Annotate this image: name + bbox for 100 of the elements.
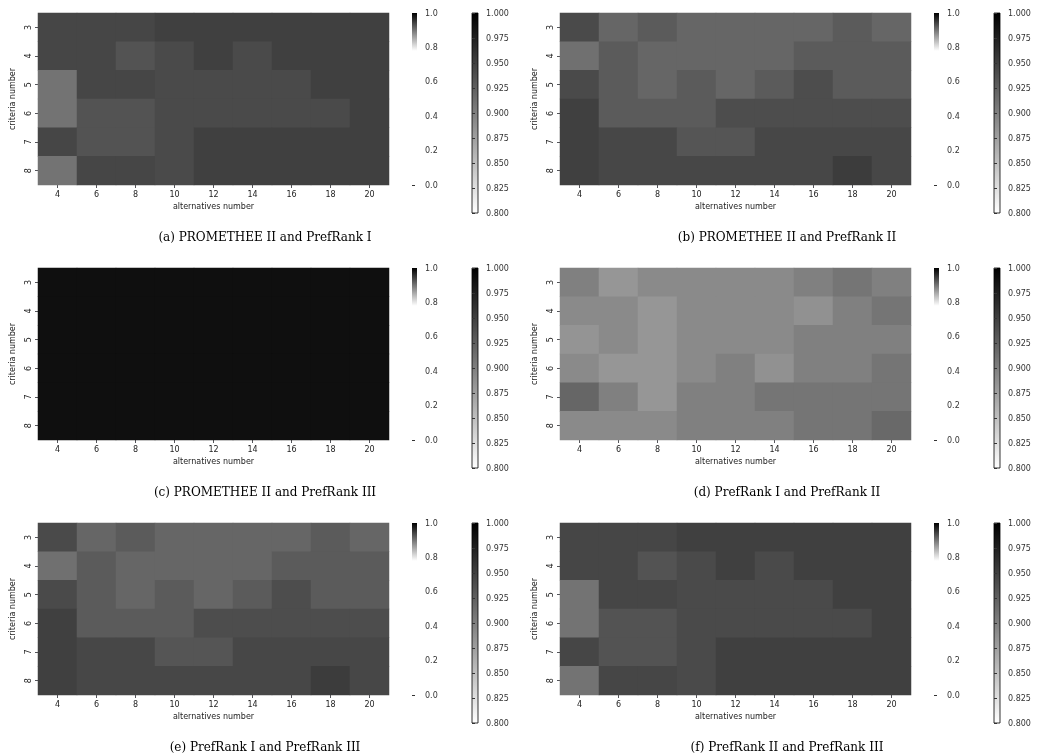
- x-tick-label: 12: [730, 699, 741, 709]
- color-bar-label: 0.925: [486, 593, 509, 603]
- x-tick-label: 12: [730, 444, 741, 454]
- color-bar-label: 0.825: [486, 183, 509, 193]
- y2-tick-label: 0.6: [947, 332, 960, 342]
- x-tick-label: 6: [615, 699, 622, 709]
- x-tick-label: 12: [208, 699, 219, 709]
- y-tick-label: 6: [545, 620, 555, 626]
- y2-tick-label: 0.6: [425, 77, 438, 87]
- y-tick-label: 3: [23, 24, 33, 30]
- color-bar-label: 0.875: [1008, 133, 1031, 143]
- y-tick-label: 6: [545, 365, 555, 371]
- y-axis-title: criteria number: [7, 577, 17, 641]
- color-bar-label: 0.850: [486, 413, 509, 423]
- y2-tick-label: 0.8: [947, 552, 960, 562]
- x-tick-label: 8: [132, 189, 139, 199]
- color-bar-label: 0.925: [1008, 83, 1031, 93]
- color-bar-label: 0.950: [1008, 568, 1031, 578]
- color-bar-label: 0.825: [1008, 183, 1031, 193]
- x-tick-label: 14: [769, 444, 780, 454]
- text: (c) PROMETHEE II and PrefRank III: [153, 485, 377, 499]
- y2-tick-label: 0.6: [425, 587, 438, 597]
- y2-tick-label: 0.0: [947, 435, 960, 445]
- y2-tick-label: 0.4: [425, 111, 438, 121]
- x-tick-label: 10: [169, 444, 180, 454]
- y-tick-label: 5: [23, 82, 33, 88]
- text: (a) PROMETHEE II and PrefRank I: [158, 230, 372, 244]
- color-bar-label: 0.875: [1008, 643, 1031, 653]
- x-tick-label: 18: [847, 189, 858, 199]
- y2-tick-label: 0.8: [425, 42, 438, 52]
- y-tick-label: 6: [545, 110, 555, 116]
- y2-tick-label: 0.8: [947, 42, 960, 52]
- color-bar-label: 0.950: [1008, 313, 1031, 323]
- x-axis-title: alternatives number: [694, 712, 777, 722]
- x-tick-label: 20: [886, 699, 897, 709]
- y-tick-label: 7: [23, 649, 33, 655]
- color-bar-label: 0.875: [486, 133, 509, 143]
- x-tick-label: 6: [93, 444, 100, 454]
- x-tick-label: 8: [132, 444, 139, 454]
- color-bar-label: 0.950: [1008, 58, 1031, 68]
- y-axis-title: criteria number: [7, 67, 17, 131]
- color-bar-label: 0.875: [486, 643, 509, 653]
- text: (e) PrefRank I and PrefRank III: [169, 740, 361, 753]
- y2-tick-label: 1.0: [947, 263, 960, 273]
- y2-tick-label: 0.8: [425, 552, 438, 562]
- y-tick-label: 3: [545, 534, 555, 540]
- y-tick-label: 7: [545, 139, 555, 145]
- y2-tick-label: 0.6: [947, 587, 960, 597]
- color-bar-label: 0.800: [486, 208, 509, 218]
- color-bar-label: 0.800: [486, 463, 509, 473]
- x-tick-label: 16: [808, 189, 819, 199]
- x-tick-label: 4: [54, 444, 61, 454]
- color-bar-label: 0.875: [486, 388, 509, 398]
- y-tick-label: 6: [23, 620, 33, 626]
- y-axis-title: criteria number: [529, 67, 539, 131]
- y2-tick-label: 0.2: [425, 401, 438, 411]
- x-tick-label: 16: [286, 699, 297, 709]
- y2-tick-label: 0.0: [425, 180, 438, 190]
- color-bar-label: 1.000: [1008, 518, 1031, 528]
- y-tick-label: 5: [23, 592, 33, 598]
- y2-tick-label: 0.2: [947, 656, 960, 666]
- x-tick-label: 8: [654, 444, 661, 454]
- y-tick-label: 8: [23, 168, 33, 174]
- color-bar-label: 0.800: [486, 718, 509, 728]
- y2-tick-label: 1.0: [947, 8, 960, 18]
- y-tick-label: 4: [545, 53, 555, 59]
- y2-tick-label: 0.2: [947, 146, 960, 156]
- x-tick-label: 18: [847, 699, 858, 709]
- y2-tick-label: 0.4: [425, 621, 438, 631]
- x-tick-label: 20: [886, 189, 897, 199]
- y2-tick-label: 0.4: [947, 111, 960, 121]
- text: (b) PROMETHEE II and PrefRank II: [677, 230, 897, 244]
- x-tick-label: 14: [247, 444, 258, 454]
- x-tick-label: 12: [208, 189, 219, 199]
- y-tick-label: 3: [23, 279, 33, 285]
- y-tick-label: 7: [545, 649, 555, 655]
- x-tick-label: 6: [615, 444, 622, 454]
- y2-tick-label: 0.4: [947, 366, 960, 376]
- color-bar-label: 1.000: [1008, 263, 1031, 273]
- x-tick-label: 20: [364, 699, 375, 709]
- x-tick-label: 18: [325, 444, 336, 454]
- x-tick-label: 14: [769, 699, 780, 709]
- color-bar-label: 0.850: [486, 158, 509, 168]
- y2-tick-label: 1.0: [947, 518, 960, 528]
- color-bar-label: 0.975: [486, 288, 509, 298]
- y-tick-label: 7: [23, 394, 33, 400]
- x-tick-label: 10: [691, 444, 702, 454]
- color-bar-label: 0.950: [486, 568, 509, 578]
- x-tick-label: 10: [169, 189, 180, 199]
- x-axis-title: alternatives number: [172, 712, 255, 722]
- y-tick-label: 5: [545, 337, 555, 343]
- color-bar-label: 0.900: [486, 108, 509, 118]
- y-tick-label: 3: [23, 534, 33, 540]
- color-bar-label: 0.850: [486, 668, 509, 678]
- y2-tick-label: 1.0: [425, 518, 438, 528]
- color-bar-label: 1.000: [486, 263, 509, 273]
- color-bar-label: 0.825: [1008, 438, 1031, 448]
- color-bar-label: 0.975: [1008, 33, 1031, 43]
- color-bar-label: 0.825: [486, 693, 509, 703]
- color-bar-label: 0.925: [486, 338, 509, 348]
